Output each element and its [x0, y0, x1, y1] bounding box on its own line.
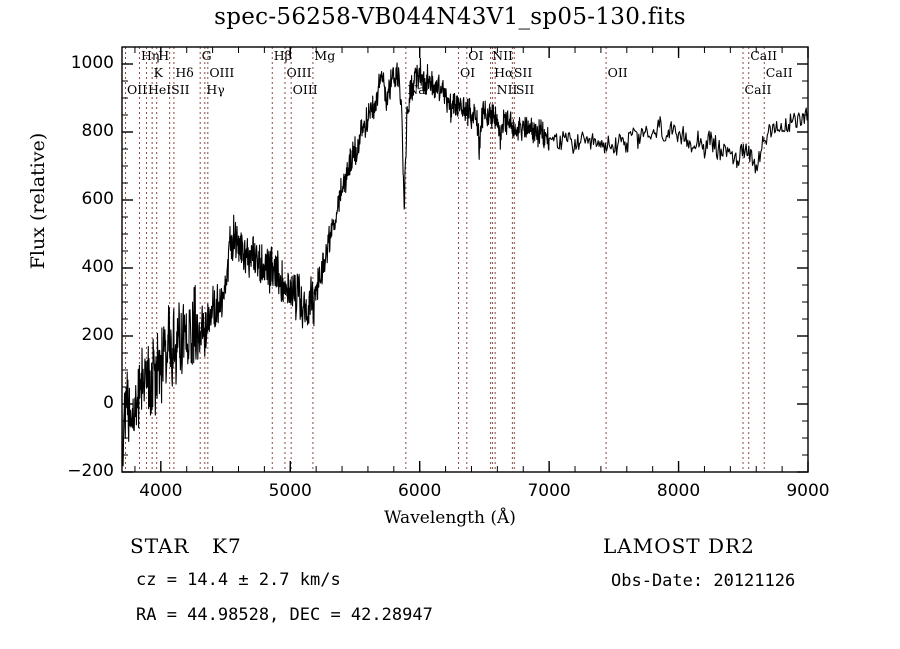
spectral-line-label: Hβ: [273, 48, 292, 63]
spectral-line-label: CaII: [765, 65, 793, 80]
y-tick-label: 400: [81, 257, 114, 277]
obs-date-value: Obs-Date: 20121126: [611, 571, 796, 591]
spectral-line-label: SII: [171, 82, 190, 97]
spectral-line-label: G: [201, 48, 212, 63]
coordinates-value: RA = 44.98528, DEC = 42.28947: [136, 605, 433, 625]
spectral-line-label: Hη: [140, 48, 160, 63]
y-tick-label: 200: [81, 325, 114, 345]
y-tick-label: −200: [67, 461, 114, 481]
spectral-line-markers: [124, 47, 765, 472]
survey-label: LAMOST DR2: [603, 534, 755, 558]
spectral-class-label: K7: [212, 534, 242, 558]
page-title: spec-56258-VB044N43V1_sp05-130.fits: [214, 4, 686, 30]
spectral-line-label: NII: [492, 48, 513, 63]
y-tick-label: 0: [103, 393, 114, 413]
spectral-line-label: SII: [513, 65, 533, 80]
spectral-line-label: OIII: [286, 65, 312, 80]
x-tick-label: 9000: [786, 481, 830, 501]
spectral-line-label: Na: [407, 82, 426, 97]
spectral-line-label: Hδ: [175, 65, 194, 80]
spectral-line-label: Mg: [314, 48, 336, 63]
x-axis-label: Wavelength (Å): [384, 508, 516, 528]
y-tick-label: 1000: [70, 53, 114, 73]
spectral-line-label: OI: [468, 48, 484, 63]
x-tick-label: 7000: [527, 481, 571, 501]
plot-frame: [121, 46, 809, 473]
spectral-line-label: K: [153, 65, 163, 80]
y-tick-label: 800: [81, 121, 114, 141]
flux-curve: [121, 57, 809, 467]
spectral-line-label: OIII: [209, 65, 235, 80]
spectral-line-label: Hγ: [206, 82, 225, 97]
x-tick-label: 6000: [398, 481, 442, 501]
spectral-line-label: H: [158, 48, 170, 63]
x-tick-label: 5000: [268, 481, 312, 501]
y-tick-label: 600: [81, 189, 114, 209]
spectral-line-label: HeI: [147, 82, 172, 97]
spectral-line-label: OII: [126, 82, 148, 97]
spectral-line-label: CaII: [744, 82, 772, 97]
spectral-line-label: OIII: [292, 82, 318, 97]
spectral-line-label: CaII: [750, 48, 778, 63]
x-tick-label: 4000: [139, 481, 183, 501]
x-tick-label: 8000: [656, 481, 701, 501]
spectral-line-label: OII: [607, 65, 628, 80]
spectral-line-label: Hα: [494, 65, 514, 80]
object-type-label: STAR: [130, 534, 190, 558]
spectral-line-label: OI: [460, 65, 476, 80]
spectral-line-label: NII: [496, 82, 518, 97]
spectral-line-label: SII: [515, 82, 535, 97]
cz-value: cz = 14.4 ± 2.7 km/s: [136, 570, 341, 590]
